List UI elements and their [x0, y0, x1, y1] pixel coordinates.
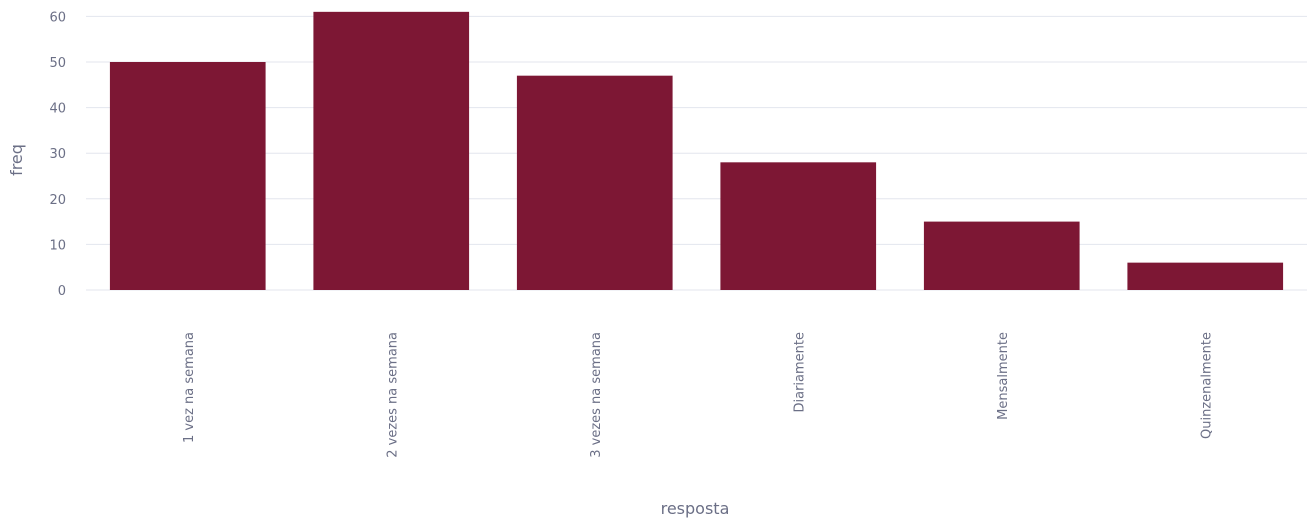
x-tick-label: 1 vez na semana [182, 332, 197, 443]
bars [109, 11, 1284, 291]
y-tick-label: 10 [49, 238, 66, 253]
y-tick-label: 40 [49, 102, 66, 117]
bar [1127, 262, 1284, 290]
y-tick-label: 50 [49, 56, 66, 71]
x-axis-title: resposta [661, 499, 730, 518]
gridlines [86, 15, 1307, 291]
bar [109, 62, 266, 290]
x-tick-label: Diariamente [792, 332, 807, 413]
y-tick-label: 30 [49, 147, 66, 162]
x-tick-label: Mensalmente [996, 332, 1011, 420]
bar [923, 221, 1080, 290]
bar [313, 11, 470, 291]
y-tick-label: 0 [58, 284, 66, 299]
x-tick-label: Quinzenalmente [1199, 332, 1214, 439]
x-tick-label: 2 vezes na semana [385, 332, 400, 458]
y-tick-labels: 0 10 20 30 40 50 60 [49, 10, 66, 299]
y-tick-label: 60 [49, 10, 66, 25]
y-axis-title: freq [7, 144, 26, 176]
y-tick-label: 20 [49, 193, 66, 208]
bar [720, 162, 877, 290]
x-tick-label: 3 vezes na semana [589, 332, 604, 458]
x-tick-labels: 1 vez na semana 2 vezes na semana 3 vezes … [182, 332, 1215, 458]
bar [516, 75, 673, 291]
